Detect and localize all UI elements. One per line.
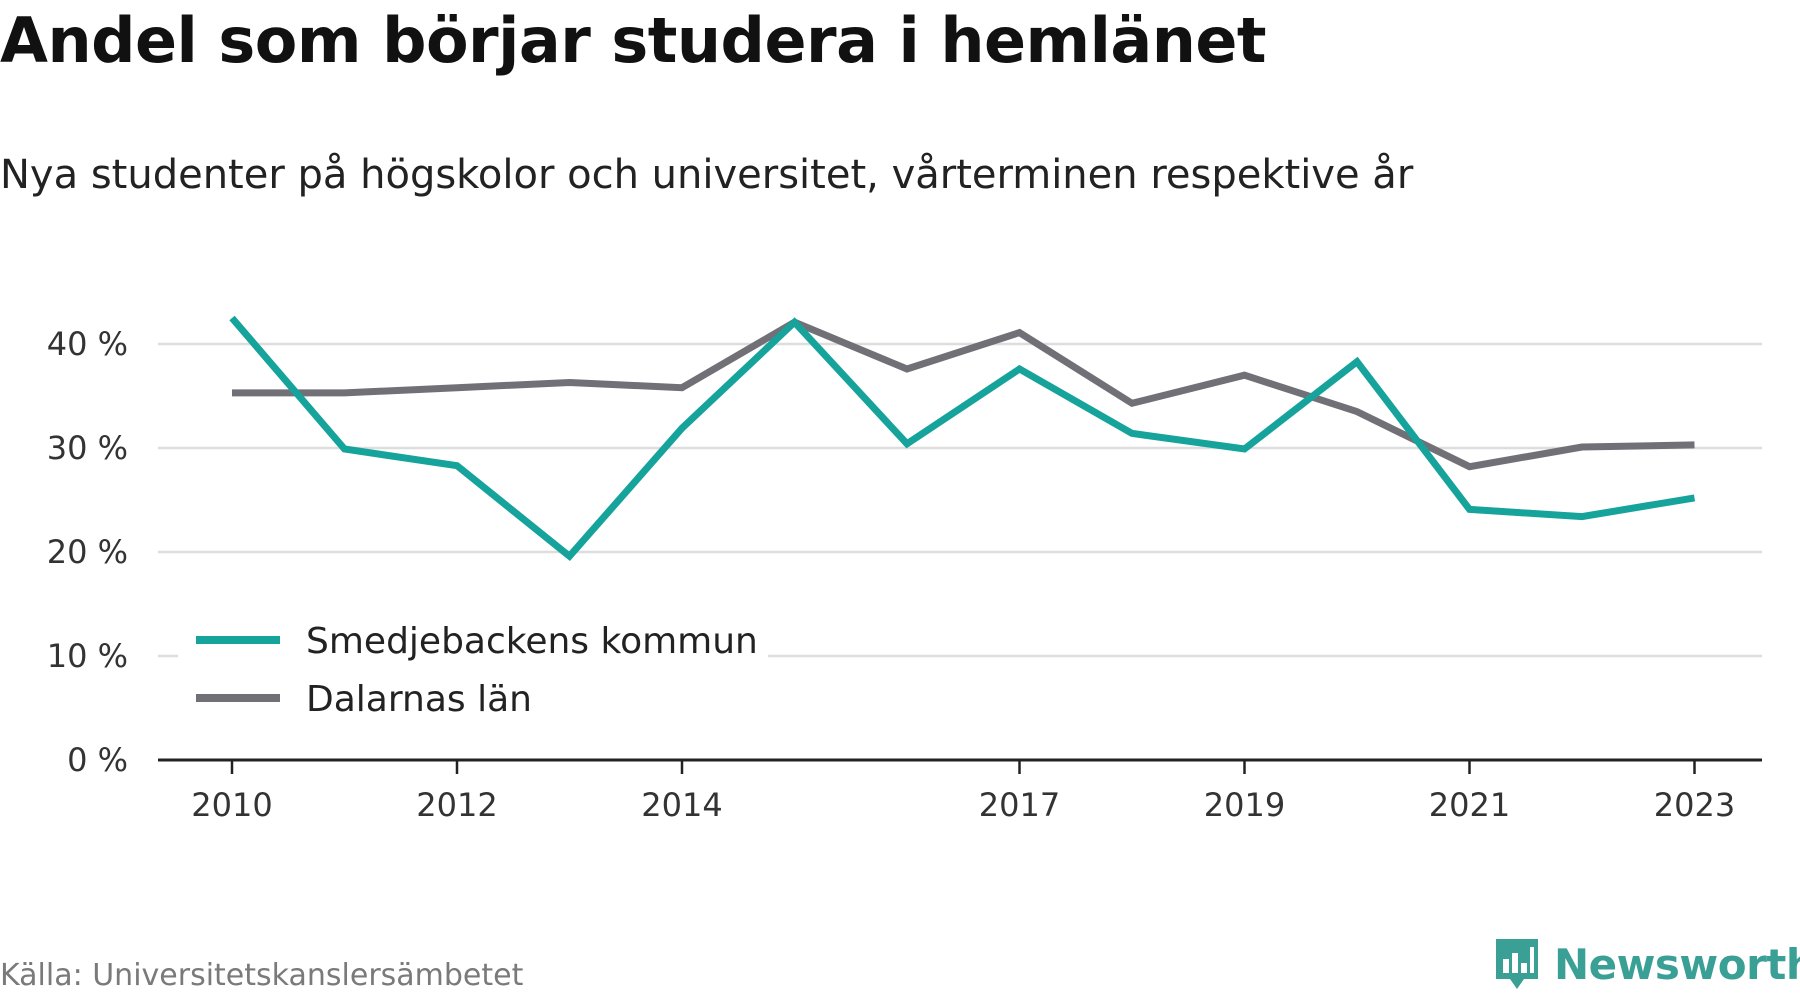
- y-tick-label: 0 %: [67, 741, 128, 779]
- bar-chart-badge-icon: [1496, 939, 1538, 989]
- x-tick-label: 2019: [1204, 786, 1285, 824]
- x-tick-label: 2012: [416, 786, 497, 824]
- legend-label: Smedjebackens kommun: [306, 621, 758, 662]
- brand-name: Newsworthy: [1554, 939, 1800, 989]
- legend-label: Dalarnas län: [306, 679, 532, 720]
- legend-background: [178, 612, 768, 730]
- x-axis: 2010 2012 2014 2017 2019 2021 2023: [158, 758, 1762, 824]
- x-tick-label: 2010: [191, 786, 272, 824]
- source-note: Källa: Universitetskanslersämbetet: [0, 958, 524, 993]
- x-tick-label: 2014: [641, 786, 722, 824]
- y-tick-label: 40 %: [47, 325, 128, 363]
- y-tick-label: 20 %: [47, 533, 128, 571]
- y-tick-label: 30 %: [47, 429, 128, 467]
- chart-subtitle: Nya studenter på högskolor och universit…: [0, 152, 1414, 198]
- series-lines: [229, 315, 1696, 562]
- series-line: [229, 315, 1696, 562]
- series-line: [232, 318, 1695, 471]
- x-tick-label: 2023: [1654, 786, 1735, 824]
- x-tick-label: 2021: [1429, 786, 1510, 824]
- y-axis-labels: 0 % 10 % 20 % 30 % 40 %: [47, 325, 128, 779]
- y-tick-label: 10 %: [47, 637, 128, 675]
- chart-title: Andel som börjar studera i hemlänet: [0, 4, 1267, 77]
- brand-logo: Newsworthy: [1492, 935, 1800, 993]
- x-tick-label: 2017: [979, 786, 1060, 824]
- legend: Smedjebackens kommun Dalarnas län: [178, 612, 768, 730]
